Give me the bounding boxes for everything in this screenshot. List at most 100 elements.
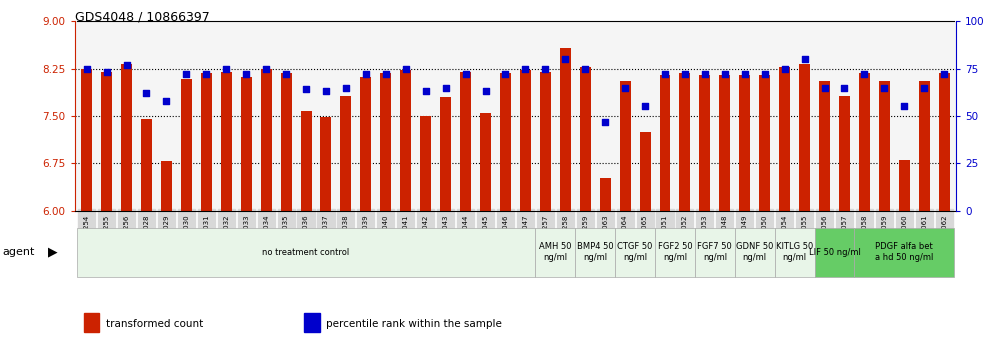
- Bar: [301, 111, 312, 211]
- Bar: [560, 48, 571, 211]
- Bar: [201, 73, 212, 211]
- FancyBboxPatch shape: [775, 228, 815, 277]
- Point: [318, 88, 334, 94]
- Point: [119, 62, 134, 68]
- Bar: [122, 64, 132, 211]
- Bar: [82, 69, 93, 211]
- Point: [278, 72, 294, 77]
- Bar: [938, 73, 949, 211]
- Point: [518, 66, 534, 72]
- Bar: [221, 72, 232, 211]
- Point: [298, 87, 314, 92]
- Point: [198, 72, 214, 77]
- Bar: [759, 75, 770, 211]
- FancyBboxPatch shape: [77, 228, 536, 277]
- Point: [238, 72, 254, 77]
- Bar: [480, 113, 491, 211]
- Point: [916, 85, 932, 90]
- Text: FGF7 50
ng/ml: FGF7 50 ng/ml: [697, 242, 732, 262]
- Bar: [779, 67, 790, 211]
- Point: [377, 72, 393, 77]
- Point: [437, 85, 453, 90]
- Point: [138, 90, 154, 96]
- Point: [857, 72, 872, 77]
- Bar: [420, 116, 431, 211]
- Text: transformed count: transformed count: [106, 319, 203, 329]
- FancyBboxPatch shape: [616, 228, 655, 277]
- FancyBboxPatch shape: [815, 228, 855, 277]
- Point: [797, 56, 813, 62]
- Bar: [839, 96, 850, 211]
- Point: [497, 72, 513, 77]
- Point: [457, 72, 473, 77]
- Bar: [102, 72, 113, 211]
- Text: GDNF 50
ng/ml: GDNF 50 ng/ml: [736, 242, 774, 262]
- Text: agent: agent: [2, 247, 35, 257]
- Point: [99, 69, 115, 75]
- Bar: [341, 96, 352, 211]
- Point: [79, 66, 95, 72]
- FancyBboxPatch shape: [655, 228, 695, 277]
- Bar: [500, 73, 511, 211]
- Point: [338, 85, 354, 90]
- Point: [158, 98, 174, 104]
- Point: [538, 66, 554, 72]
- Point: [896, 104, 912, 109]
- Point: [397, 66, 413, 72]
- Bar: [304, 313, 320, 332]
- Point: [258, 66, 274, 72]
- Bar: [699, 75, 710, 211]
- FancyBboxPatch shape: [576, 228, 616, 277]
- Bar: [898, 160, 909, 211]
- Text: ▶: ▶: [48, 246, 58, 259]
- Text: LIF 50 ng/ml: LIF 50 ng/ml: [809, 248, 861, 257]
- Bar: [281, 73, 292, 211]
- Bar: [719, 75, 730, 211]
- Point: [558, 56, 574, 62]
- Point: [218, 66, 234, 72]
- Text: percentile rank within the sample: percentile rank within the sample: [326, 319, 502, 329]
- Bar: [261, 69, 272, 211]
- Point: [717, 72, 733, 77]
- Bar: [918, 81, 929, 211]
- Point: [618, 85, 633, 90]
- Text: BMP4 50
ng/ml: BMP4 50 ng/ml: [577, 242, 614, 262]
- Point: [417, 88, 433, 94]
- Point: [936, 72, 952, 77]
- Bar: [799, 64, 810, 211]
- Point: [817, 85, 833, 90]
- Point: [697, 72, 713, 77]
- Point: [358, 72, 374, 77]
- Point: [178, 72, 194, 77]
- Bar: [141, 119, 152, 211]
- Text: KITLG 50
ng/ml: KITLG 50 ng/ml: [776, 242, 814, 262]
- Bar: [679, 73, 690, 211]
- Point: [637, 104, 653, 109]
- Bar: [361, 77, 372, 211]
- Point: [477, 88, 493, 94]
- Bar: [520, 70, 531, 211]
- Bar: [241, 77, 252, 211]
- Point: [677, 72, 693, 77]
- Bar: [659, 75, 670, 211]
- Bar: [819, 81, 830, 211]
- Bar: [400, 70, 411, 211]
- Bar: [859, 73, 870, 211]
- Text: FGF2 50
ng/ml: FGF2 50 ng/ml: [657, 242, 692, 262]
- Point: [757, 72, 773, 77]
- Bar: [380, 73, 391, 211]
- Bar: [878, 81, 889, 211]
- Point: [837, 85, 853, 90]
- Point: [578, 66, 594, 72]
- Text: GDS4048 / 10866397: GDS4048 / 10866397: [75, 11, 209, 24]
- Point: [737, 72, 753, 77]
- Bar: [321, 117, 332, 211]
- Point: [657, 72, 673, 77]
- Bar: [620, 81, 630, 211]
- FancyBboxPatch shape: [735, 228, 775, 277]
- Bar: [161, 161, 172, 211]
- Bar: [181, 79, 192, 211]
- FancyBboxPatch shape: [855, 228, 954, 277]
- Text: CTGF 50
ng/ml: CTGF 50 ng/ml: [618, 242, 652, 262]
- Text: PDGF alfa bet
a hd 50 ng/ml: PDGF alfa bet a hd 50 ng/ml: [875, 242, 933, 262]
